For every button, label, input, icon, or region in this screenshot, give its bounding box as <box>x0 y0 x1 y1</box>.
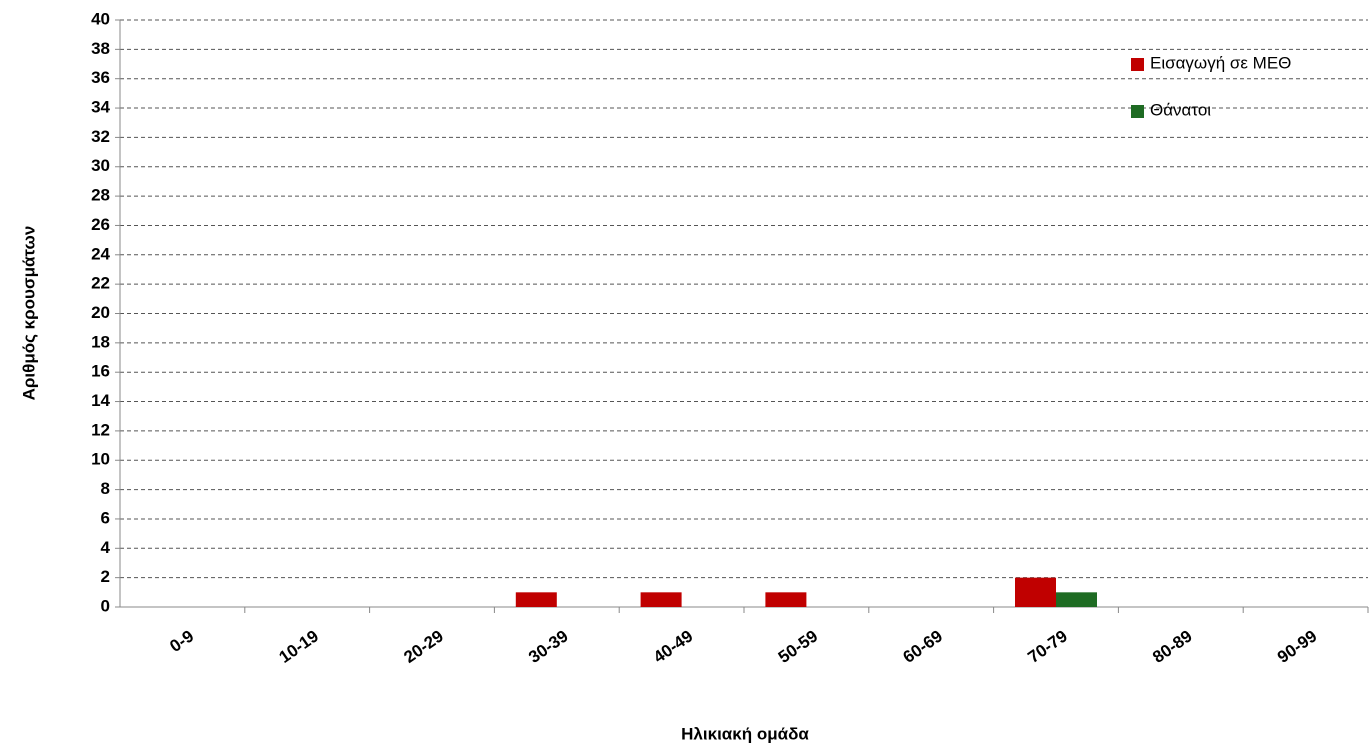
x-axis-title: Ηλικιακή ομάδα <box>681 724 809 743</box>
x-tick-label: 60-69 <box>900 626 947 667</box>
x-tick-label: 30-39 <box>525 626 572 667</box>
y-tick-label: 22 <box>91 274 110 293</box>
y-tick-label: 28 <box>91 186 110 205</box>
legend-swatch <box>1131 58 1144 71</box>
x-tick-label: 10-19 <box>276 626 323 667</box>
legend-swatch <box>1131 105 1144 118</box>
bar <box>640 592 682 607</box>
legend-label: Εισαγωγή σε ΜΕΘ <box>1150 53 1291 72</box>
y-tick-label: 26 <box>91 215 110 234</box>
x-tick-label: 90-99 <box>1274 626 1321 667</box>
y-tick-label: 38 <box>91 39 110 58</box>
y-axis-title: Αριθμός κρουσμάτων <box>19 226 38 401</box>
legend-label: Θάνατοι <box>1150 100 1211 119</box>
x-tick-label: 50-59 <box>775 626 822 667</box>
y-tick-label: 24 <box>91 244 110 263</box>
x-tick-label: 40-49 <box>650 626 697 667</box>
y-tick-label: 4 <box>101 538 111 557</box>
y-tick-label: 0 <box>101 596 110 615</box>
y-tick-label: 14 <box>91 391 110 410</box>
y-tick-label: 18 <box>91 332 110 351</box>
y-tick-label: 10 <box>91 450 110 469</box>
y-tick-label: 2 <box>101 567 110 586</box>
x-tick-label: 20-29 <box>400 626 447 667</box>
bar <box>1015 577 1056 607</box>
y-tick-label: 36 <box>91 68 110 87</box>
bar <box>765 592 807 607</box>
y-tick-label: 30 <box>91 156 110 175</box>
x-tick-label: 0-9 <box>166 626 197 656</box>
x-tick-label: 80-89 <box>1149 626 1196 667</box>
bar <box>1056 592 1097 607</box>
y-tick-label: 32 <box>91 127 110 146</box>
x-tick-label: 70-79 <box>1024 626 1071 667</box>
y-tick-label: 8 <box>101 479 110 498</box>
y-tick-label: 40 <box>91 9 110 28</box>
y-tick-label: 16 <box>91 362 110 381</box>
y-tick-label: 6 <box>101 508 110 527</box>
y-tick-label: 34 <box>91 98 110 117</box>
y-tick-label: 20 <box>91 303 110 322</box>
y-tick-label: 12 <box>91 420 110 439</box>
bar <box>515 592 557 607</box>
